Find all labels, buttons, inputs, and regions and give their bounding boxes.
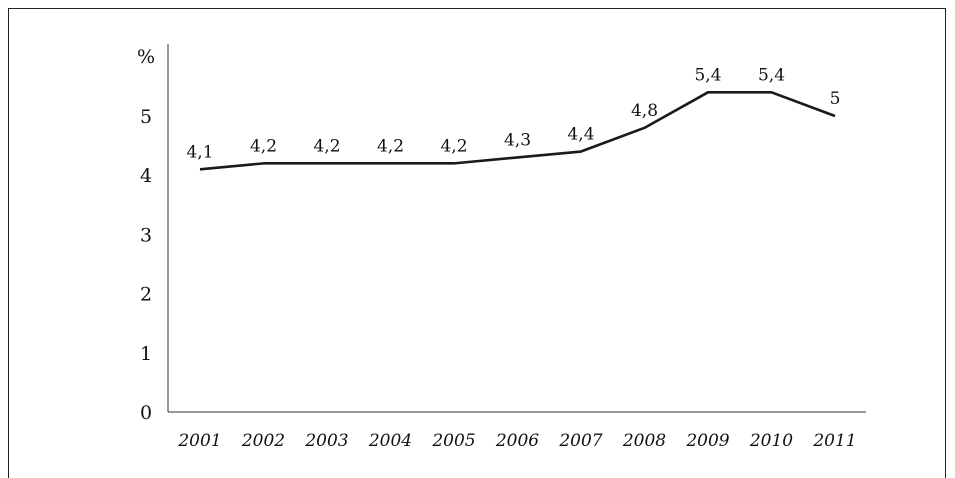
data-label: 5,4 [694,65,721,85]
y-tick-label: 0 [140,402,152,424]
x-tick-label: 2006 [495,431,539,451]
data-label: 4,8 [631,101,658,121]
y-tick-labels: 0 1 2 3 4 5 [140,106,152,424]
y-tick-label: 3 [140,224,152,246]
x-tick-labels: 2001 2002 2003 2004 2005 2006 2007 2008 2009 2010… [177,431,856,451]
y-tick-label: 4 [140,165,152,187]
x-tick-label: 2003 [304,431,348,451]
data-label: 4,3 [504,130,531,150]
x-tick-label: 2007 [558,431,602,451]
series [199,91,836,171]
series-line [199,91,836,171]
data-labels: 4,1 4,2 4,2 4,2 4,2 4,3 4,4 4,8 5,4 5,4 5 [186,65,840,162]
y-tick-label: 2 [140,284,152,306]
axes [167,44,866,413]
y-tick-label: 1 [140,343,152,365]
x-tick-label: 2005 [431,431,475,451]
data-label: 4,2 [250,136,277,156]
x-tick-label: 2004 [368,431,412,451]
x-tick-label: 2001 [177,431,221,451]
chart-frame [8,8,946,478]
y-tick-label: 5 [140,106,152,128]
data-label: 4,1 [186,142,213,162]
data-label: 5 [830,89,841,109]
x-tick-label: 2008 [622,431,666,451]
y-axis-unit-label: % [137,46,155,68]
data-label: 4,2 [313,136,340,156]
data-label: 4,2 [377,136,404,156]
data-label: 5,4 [758,65,785,85]
x-tick-label: 2002 [241,431,285,451]
data-label: 4,2 [440,136,467,156]
x-tick-label: 2009 [685,431,729,451]
x-tick-label: 2010 [749,431,793,451]
data-label: 4,4 [567,125,594,145]
x-tick-label: 2011 [812,431,856,451]
